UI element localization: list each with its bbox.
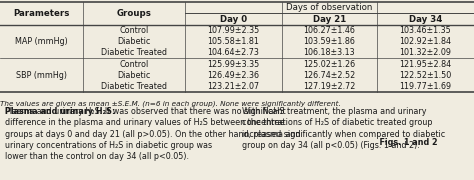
Text: Groups: Groups bbox=[117, 9, 151, 18]
Text: 102.92±1.84: 102.92±1.84 bbox=[400, 37, 451, 46]
Text: 103.46±1.35: 103.46±1.35 bbox=[400, 26, 451, 35]
Text: 104.64±2.73: 104.64±2.73 bbox=[208, 48, 259, 57]
Text: Diabetic Treated: Diabetic Treated bbox=[101, 82, 167, 91]
Text: Plasma and urinary H₂S: It was observed that there was no significant
difference: Plasma and urinary H₂S: It was observed … bbox=[5, 107, 301, 161]
Text: 107.99±2.35: 107.99±2.35 bbox=[207, 26, 260, 35]
Text: SBP (mmHg): SBP (mmHg) bbox=[16, 71, 67, 80]
Text: Diabetic: Diabetic bbox=[117, 71, 151, 80]
Text: Parameters: Parameters bbox=[13, 9, 70, 18]
Text: 127.19±2.72: 127.19±2.72 bbox=[303, 82, 356, 91]
Text: Plasma and urinary H₂S:: Plasma and urinary H₂S: bbox=[5, 107, 115, 116]
Text: 126.49±2.36: 126.49±2.36 bbox=[208, 71, 259, 80]
Text: 119.77±1.69: 119.77±1.69 bbox=[400, 82, 451, 91]
Text: Control: Control bbox=[119, 60, 148, 69]
Text: MAP (mmHg): MAP (mmHg) bbox=[15, 37, 68, 46]
Text: Diabetic: Diabetic bbox=[117, 37, 151, 46]
Text: 121.95±2.84: 121.95±2.84 bbox=[400, 60, 451, 69]
Text: 123.21±2.07: 123.21±2.07 bbox=[208, 82, 259, 91]
Text: Control: Control bbox=[119, 26, 148, 35]
Text: 106.18±3.13: 106.18±3.13 bbox=[304, 48, 355, 57]
Text: 101.32±2.09: 101.32±2.09 bbox=[400, 48, 451, 57]
Text: 103.59±1.86: 103.59±1.86 bbox=[303, 37, 356, 46]
Text: Day 21: Day 21 bbox=[313, 15, 346, 24]
Text: The values are given as mean ±S.E.M. (n=6 in each group). None were significantl: The values are given as mean ±S.E.M. (n=… bbox=[0, 101, 341, 107]
Text: Figs. 1 and 2: Figs. 1 and 2 bbox=[242, 138, 438, 147]
Text: 125.02±1.26: 125.02±1.26 bbox=[303, 60, 356, 69]
Text: Day 0: Day 0 bbox=[220, 15, 247, 24]
Text: Days of observation: Days of observation bbox=[286, 3, 373, 12]
Text: Diabetic Treated: Diabetic Treated bbox=[101, 48, 167, 57]
Text: With NaHS treatment, the plasma and urinary
concentrations of H₂S of diabetic tr: With NaHS treatment, the plasma and urin… bbox=[242, 107, 445, 150]
Text: Day 34: Day 34 bbox=[409, 15, 442, 24]
Text: 106.27±1.46: 106.27±1.46 bbox=[303, 26, 356, 35]
Text: 125.99±3.35: 125.99±3.35 bbox=[207, 60, 260, 69]
Text: 126.74±2.52: 126.74±2.52 bbox=[303, 71, 356, 80]
Text: 122.52±1.50: 122.52±1.50 bbox=[399, 71, 452, 80]
Text: 105.58±1.81: 105.58±1.81 bbox=[208, 37, 259, 46]
